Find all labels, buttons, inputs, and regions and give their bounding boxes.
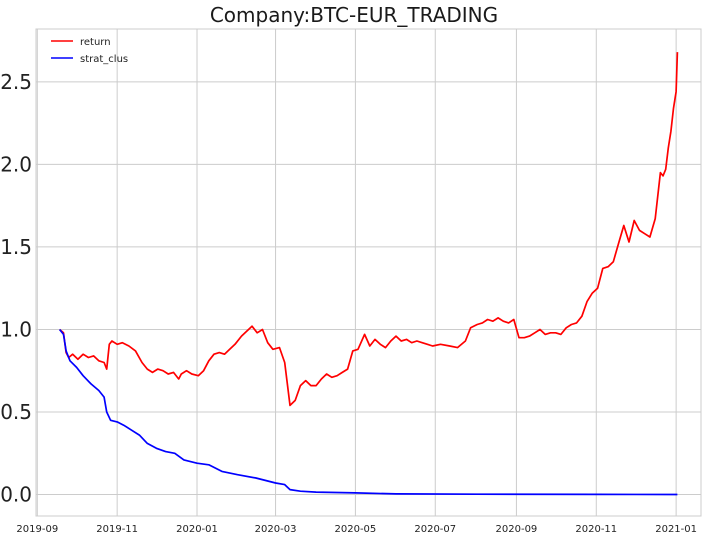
y-axis: 0.0 0.5 1.0 1.5 2.0 2.5 (0, 70, 32, 507)
legend-label-return: return (80, 37, 111, 48)
y-tick-label: 0.5 (0, 400, 32, 424)
series-line-return (59, 52, 679, 407)
series-line-strat-clus (58, 328, 678, 496)
x-tick-label: 2020-11 (575, 524, 617, 535)
legend-label-strat-clus: strat_clus (80, 54, 128, 65)
y-tick-label: 1.0 (0, 317, 32, 341)
x-tick-label: 2020-01 (176, 524, 218, 535)
y-tick-label: 0.0 (0, 483, 32, 507)
series-lines (58, 52, 679, 496)
y-tick-label: 2.0 (0, 152, 32, 176)
legend: return strat_clus (51, 37, 128, 65)
chart-title: Company:BTC-EUR_TRADING (210, 3, 498, 27)
x-tick-label: 2020-03 (255, 524, 297, 535)
x-tick-label: 2019-11 (96, 524, 138, 535)
x-tick-label: 2019-09 (16, 524, 58, 535)
plot-area (35, 28, 702, 517)
x-tick-label: 2020-05 (335, 524, 377, 535)
y-tick-label: 2.5 (0, 70, 32, 94)
x-axis: 2019-09 2019-11 2020-01 2020-03 2020-05 2020-… (16, 524, 697, 535)
x-tick-label: 2020-09 (496, 524, 538, 535)
x-tick-label: 2020-07 (414, 524, 456, 535)
x-tick-label: 2021-01 (655, 524, 697, 535)
y-tick-label: 1.5 (0, 235, 32, 259)
